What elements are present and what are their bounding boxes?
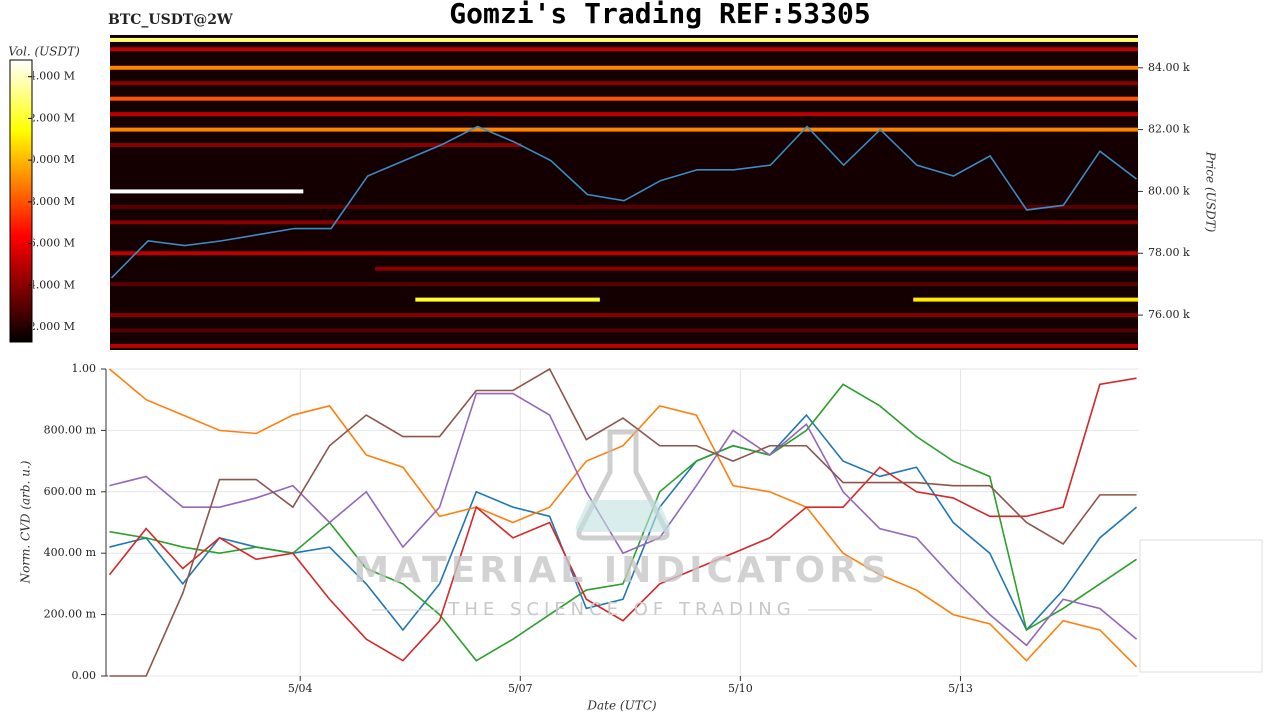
liquidity-band <box>110 81 1138 86</box>
liquidity-band <box>110 220 1138 225</box>
y-tick-label: 1.00 <box>72 362 97 375</box>
x-tick-label: 5/10 <box>728 682 753 695</box>
y-tick-label: 800.00 m <box>44 423 97 436</box>
y-axis-label: Norm. CVD (arb. u.) <box>19 460 33 584</box>
liquidity-band <box>110 251 1138 256</box>
liquidity-band <box>110 143 522 148</box>
y-tick-label: 78.00 k <box>1148 246 1190 259</box>
liquidity-band <box>110 282 1138 287</box>
x-tick-label: 5/07 <box>508 682 533 695</box>
liquidity-band <box>415 297 600 302</box>
price-line <box>110 125 1138 279</box>
liquidity-band <box>110 47 1138 52</box>
legend-box <box>1139 539 1263 673</box>
liquidity-band <box>110 328 1138 333</box>
colorbar-ticks: 2.000 M 4.000 M 6.000 M 8.000 M 10.000 M 12.0… <box>22 70 75 333</box>
liquidity-band <box>110 204 1138 209</box>
y-tick-label: 82.00 k <box>1148 123 1190 136</box>
watermark: MATERIAL INDICATORS THE SCIENCE OF TRADI… <box>353 429 891 620</box>
symbol: BTC_USDT@2W <box>108 12 233 28</box>
watermark-icon <box>575 500 671 532</box>
y-tick-label: 80.00 k <box>1148 184 1190 197</box>
liquidity-band <box>110 37 1138 42</box>
cvd-line <box>108 377 1137 662</box>
liquidity-band <box>110 112 1138 117</box>
y-axis-label: Price (USDT) <box>1204 151 1218 233</box>
liquidity-band <box>110 127 1138 132</box>
liquidity-band <box>375 266 1138 271</box>
colorbar <box>9 59 33 343</box>
y-tick-label: 0.00 <box>72 669 97 682</box>
colorbar-tick-label: 4.000 M <box>29 278 75 291</box>
liquidity-band <box>110 313 1138 318</box>
title: Gomzi's Trading REF:53305 <box>449 0 870 30</box>
watermark-name: MATERIAL INDICATORS <box>353 550 891 591</box>
cvd-line <box>109 383 1137 662</box>
liquidity-band <box>110 343 1138 348</box>
cvd-line <box>109 392 1138 647</box>
colorbar-tick-label: 10.000 M <box>22 153 75 166</box>
cvd-line <box>108 368 1138 668</box>
y-tick-label: 84.00 k <box>1148 61 1190 74</box>
colorbar-tick-label: 2.000 M <box>29 320 75 333</box>
liquidity-band <box>110 65 1138 70</box>
x-tick-label: 5/13 <box>948 682 973 695</box>
y-tick-label: 200.00 m <box>44 608 97 621</box>
y-tick-label: 76.00 k <box>1148 308 1190 321</box>
y-tick-label: 400.00 m <box>44 546 97 559</box>
liquidity-band <box>913 297 1138 302</box>
x-axis-label: Date (UTC) <box>586 699 656 713</box>
liquidity-band <box>110 189 304 194</box>
colorbar-label: Vol. (USDT) <box>8 45 80 59</box>
y-tick-label: 600.00 m <box>44 485 97 498</box>
x-tick-label: 5/04 <box>288 682 313 695</box>
colorbar-tick-label: 14.000 M <box>22 70 75 83</box>
colorbar-tick-label: 6.000 M <box>29 237 75 250</box>
liquidity-band <box>110 96 1138 101</box>
cvd-line <box>109 367 1137 677</box>
colorbar-tick-label: 12.000 M <box>22 111 75 124</box>
colorbar-tick-label: 8.000 M <box>29 195 75 208</box>
watermark-tagline: THE SCIENCE OF TRADING <box>447 599 795 620</box>
